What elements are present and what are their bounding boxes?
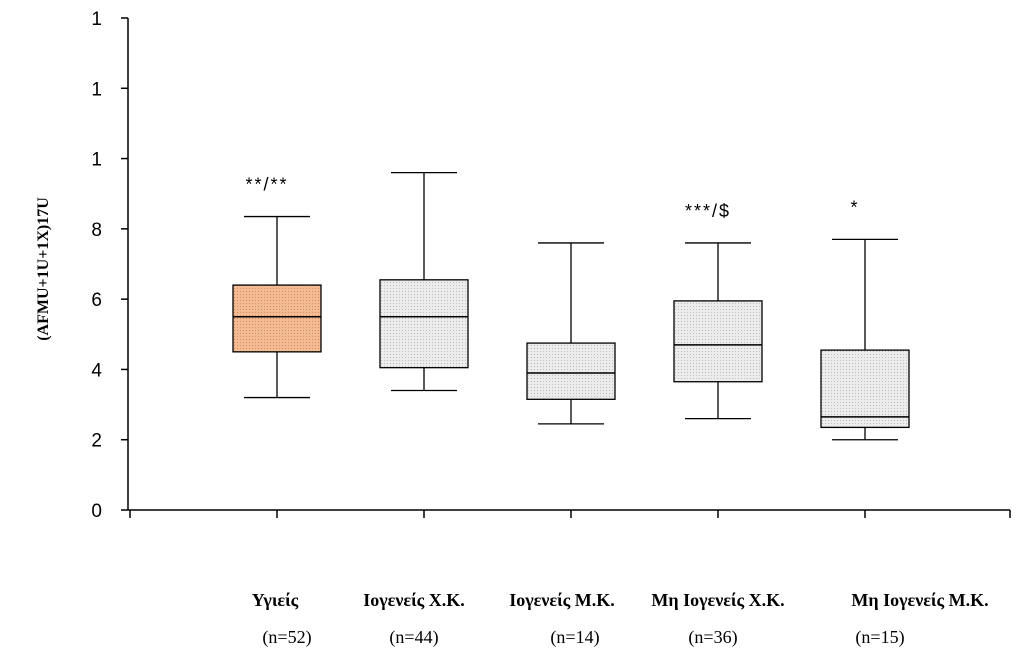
category-label: Ιογενείς Χ.Κ.	[363, 590, 465, 610]
box-5: *	[820, 197, 910, 441]
y-tick-label: 1	[91, 9, 102, 30]
sample-size-label: (n=15)	[855, 627, 904, 648]
y-tick-label: 4	[91, 360, 102, 381]
significance-annotation: *	[850, 197, 859, 217]
category-label: Υγιείς	[252, 590, 299, 610]
box-1: **/**	[232, 175, 322, 399]
iqr-box	[820, 349, 910, 429]
y-tick-label: 2	[91, 431, 102, 452]
significance-annotation: ***/$	[685, 201, 731, 221]
box-2	[379, 171, 469, 392]
box-4: ***/$	[673, 201, 763, 420]
sample-size-label: (n=36)	[688, 627, 737, 648]
y-tick-label: 8	[91, 220, 102, 241]
category-label: Ιογενείς Μ.Κ.	[509, 590, 615, 610]
box-3	[526, 242, 616, 425]
sample-size-label: (n=14)	[550, 627, 599, 648]
sample-size-label: (n=44)	[389, 627, 438, 648]
iqr-box	[673, 300, 763, 383]
y-tick-label: 1	[91, 79, 102, 100]
iqr-box	[379, 279, 469, 369]
significance-annotation: **/**	[245, 175, 288, 195]
category-label: Μη Ιογενείς Μ.Κ.	[851, 590, 988, 610]
boxes: **/** ***/$ *	[232, 171, 910, 441]
iqr-box	[526, 342, 616, 400]
y-tick-label: 1	[91, 150, 102, 171]
y-tick-label: 6	[91, 290, 102, 311]
iqr-box	[232, 284, 322, 353]
category-label: Μη Ιογενείς Χ.Κ.	[651, 590, 784, 610]
labels: (AFMU+1U+1X)17U Υγιείς (n=52) Ιογενείς Χ.Κ.…	[35, 197, 989, 648]
sample-size-label: (n=52)	[262, 627, 311, 648]
axes: 0 2 4 6 8 1 1 1	[91, 9, 1011, 522]
y-tick-label: 0	[91, 501, 102, 522]
y-axis-label: (AFMU+1U+1X)17U	[35, 197, 52, 341]
